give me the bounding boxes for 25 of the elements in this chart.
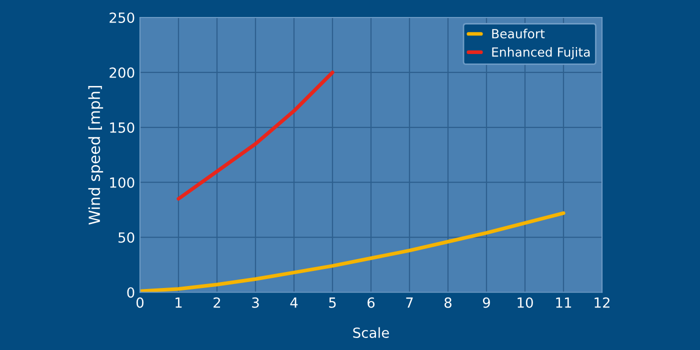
y-tick-label: 200	[110, 67, 134, 78]
line-series	[140, 211, 566, 292]
y-tick-label: 50	[118, 232, 134, 243]
x-tick-label: 12	[594, 297, 610, 308]
legend-label: Beaufort	[492, 28, 545, 38]
y-tick-label: 250	[110, 12, 134, 23]
y-tick-label: 0	[127, 287, 134, 298]
x-tick-label: 3	[252, 297, 259, 308]
x-tick-label: 8	[444, 297, 452, 308]
x-tick-label: 10	[518, 297, 533, 308]
y-tick-label: 150	[110, 122, 134, 133]
legend-label: Enhanced Fujita	[492, 47, 590, 60]
x-tick-label: 1	[176, 298, 182, 308]
x-tick-label: 2	[214, 297, 220, 308]
x-tick-label: 9	[482, 297, 490, 308]
x-tick-label: 0	[136, 297, 144, 308]
x-tick-label: 4	[290, 298, 298, 308]
x-tick-label: 5	[329, 298, 336, 308]
x-tick-label: 11	[556, 298, 572, 308]
y-axis-title: Wind speed [mph]	[88, 86, 104, 225]
line-series	[176, 70, 334, 201]
x-tick-label: 6	[368, 297, 375, 308]
y-tick-label: 100	[110, 177, 134, 188]
x-axis-title: Scale	[353, 327, 389, 338]
x-tick-label: 7	[406, 298, 413, 308]
